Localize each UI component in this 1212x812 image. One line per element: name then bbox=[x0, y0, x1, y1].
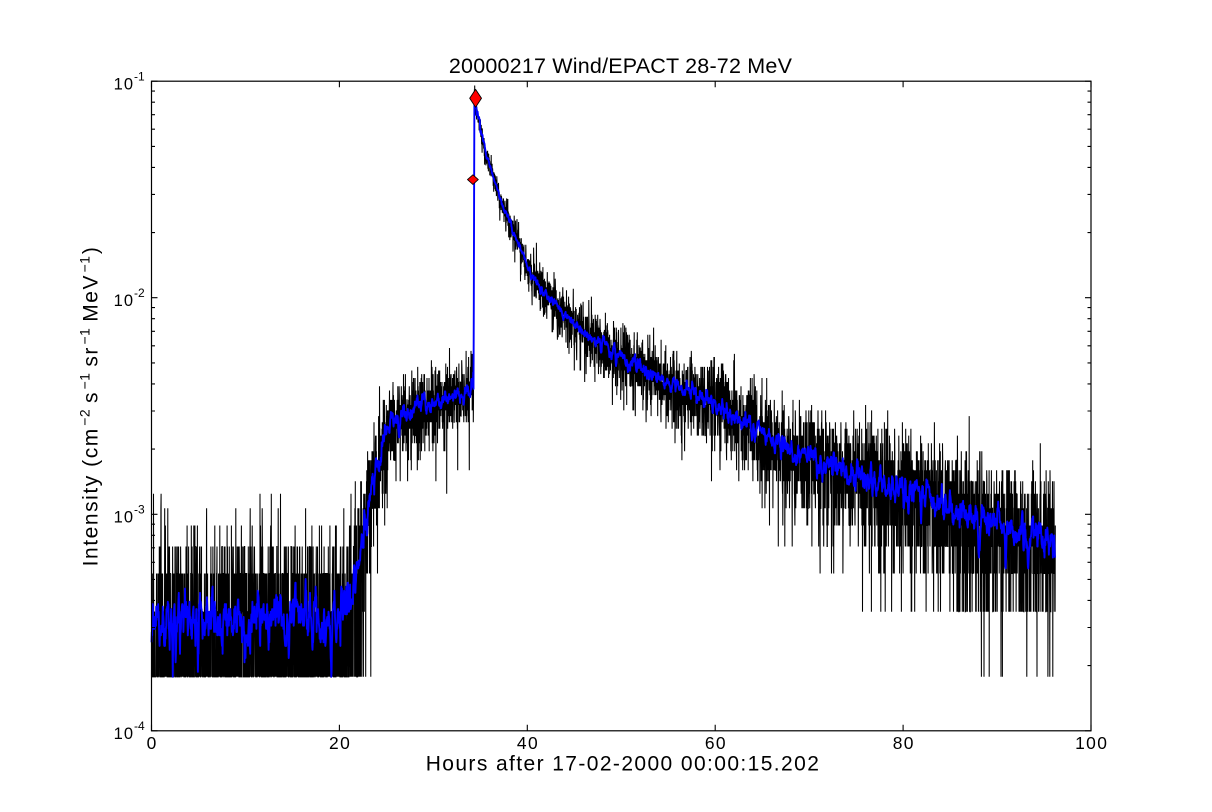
svg-text:100: 100 bbox=[1075, 733, 1108, 753]
svg-text:0: 0 bbox=[147, 733, 158, 753]
svg-text:Hours after 17-02-2000 00:00:1: Hours after 17-02-2000 00:00:15.202 bbox=[426, 752, 821, 775]
svg-text:20000217 Wind/EPACT 28-72 MeV: 20000217 Wind/EPACT 28-72 MeV bbox=[449, 54, 793, 78]
svg-text:60: 60 bbox=[705, 733, 727, 753]
svg-text:80: 80 bbox=[893, 733, 915, 753]
svg-text:40: 40 bbox=[517, 733, 539, 753]
svg-text:20: 20 bbox=[329, 733, 351, 753]
